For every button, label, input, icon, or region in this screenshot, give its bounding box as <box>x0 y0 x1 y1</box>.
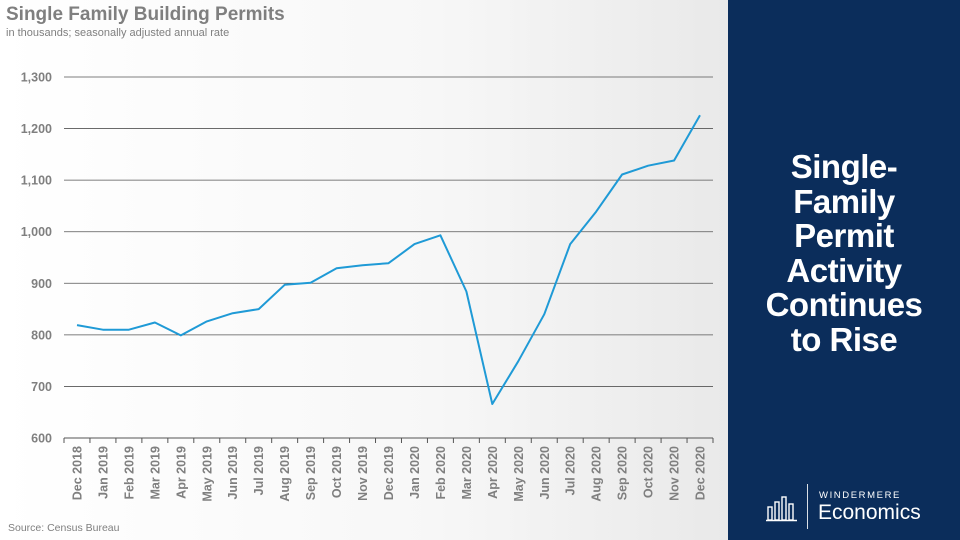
data-point <box>517 360 519 362</box>
series-line <box>76 114 701 405</box>
data-point <box>76 324 78 326</box>
y-tick-label: 600 <box>31 432 52 446</box>
source-note: Source: Census Bureau <box>8 522 120 534</box>
x-tick-label: Aug 2020 <box>590 446 604 502</box>
x-tick-label: Dec 2019 <box>382 446 396 500</box>
x-tick-label: Jul 2020 <box>564 446 578 495</box>
data-point <box>595 211 597 213</box>
x-tick-label: Jun 2019 <box>226 446 240 500</box>
x-tick-label: Apr 2020 <box>486 446 500 499</box>
chart-panel: 600 700 800 900 1,000 1,100 1,200 1,300 Dec 2018… <box>0 0 728 540</box>
x-tick-label: May 2019 <box>200 446 214 502</box>
data-point <box>258 308 260 310</box>
x-tick-label: Feb 2020 <box>434 446 448 500</box>
data-point <box>180 334 182 336</box>
data-point <box>413 243 415 245</box>
x-tick-label: Feb 2019 <box>122 446 136 500</box>
x-tick-label: Mar 2019 <box>148 446 162 500</box>
x-tick-label: Oct 2020 <box>642 446 656 498</box>
line-chart: 600 700 800 900 1,000 1,100 1,200 1,300 Dec 2018… <box>21 71 714 502</box>
x-tick-label: Jun 2020 <box>538 446 552 500</box>
x-tick-label: Jul 2019 <box>252 446 266 495</box>
data-point <box>310 282 312 284</box>
y-tick-label: 1,200 <box>21 122 52 136</box>
data-point <box>206 320 208 322</box>
x-tick-label: Jan 2019 <box>96 446 110 499</box>
x-tick-label: Mar 2020 <box>460 446 474 500</box>
sidebar-panel: Single- Family Permit Activity Continues… <box>728 0 960 540</box>
y-tick-label: 1,000 <box>21 225 52 239</box>
x-tick-label: Dec 2018 <box>70 446 84 500</box>
logo-bottom-text: Economics <box>818 501 921 524</box>
y-tick-label: 700 <box>31 380 52 394</box>
data-point <box>543 313 545 315</box>
data-point <box>673 160 675 162</box>
y-tick-label: 900 <box>31 277 52 291</box>
x-tick-label: Apr 2019 <box>174 446 188 499</box>
data-point <box>569 243 571 245</box>
data-point <box>388 262 390 264</box>
data-point <box>102 329 104 331</box>
x-tick-label: Nov 2019 <box>356 446 370 501</box>
y-tick-label: 1,100 <box>21 174 52 188</box>
windermere-economics-logo: WINDERMERE Economics <box>766 484 960 532</box>
data-point <box>465 291 467 293</box>
chart-subtitle: in thousands; seasonally adjusted annual… <box>6 27 230 39</box>
data-point <box>284 284 286 286</box>
bar-chart-logo-icon <box>766 496 797 522</box>
x-tick-label: Oct 2019 <box>330 446 344 498</box>
x-tick-label: Jan 2020 <box>408 446 422 499</box>
data-point <box>621 173 623 175</box>
chart-title: Single Family Building Permits <box>6 4 285 25</box>
y-tick-label: 1,300 <box>21 71 52 85</box>
x-tick-label: Nov 2020 <box>668 446 682 501</box>
logo-divider <box>807 484 808 529</box>
data-point <box>647 165 649 167</box>
data-point <box>128 329 130 331</box>
x-tick-label: Sep 2020 <box>616 446 630 500</box>
x-tick-label: Sep 2019 <box>304 446 318 500</box>
x-tick-label: May 2020 <box>512 446 526 502</box>
data-point <box>491 403 493 405</box>
data-point <box>699 114 701 116</box>
data-point <box>439 234 441 236</box>
logo-top-text: WINDERMERE <box>819 490 901 501</box>
sidebar-headline: Single- Family Permit Activity Continues… <box>765 148 923 358</box>
data-point <box>154 321 156 323</box>
y-tick-label: 800 <box>31 328 52 342</box>
data-point <box>232 312 234 314</box>
data-point <box>336 267 338 269</box>
data-point <box>362 264 364 266</box>
x-tick-label: Aug 2019 <box>278 446 292 502</box>
x-tick-label: Dec 2020 <box>694 446 708 500</box>
